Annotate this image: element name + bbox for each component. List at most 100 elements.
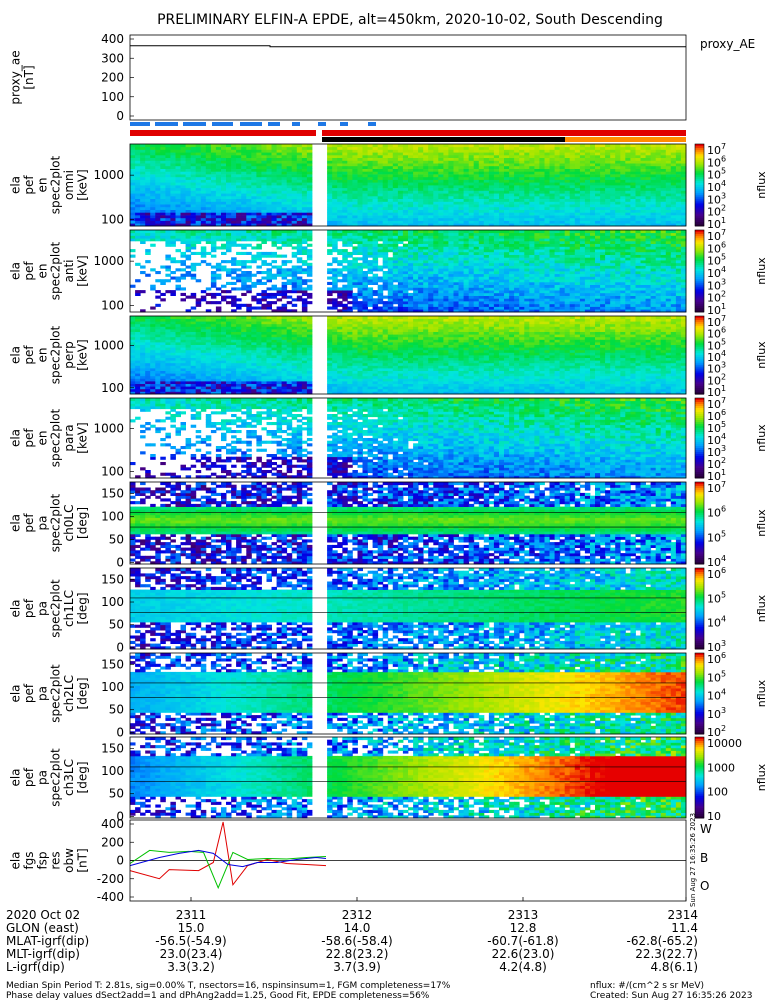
spectrogram-cell bbox=[186, 204, 192, 207]
spectrogram-cell bbox=[459, 249, 465, 252]
spectrogram-cell bbox=[570, 174, 576, 177]
spectrogram-cell bbox=[277, 150, 283, 153]
spectrogram-cell bbox=[388, 307, 394, 310]
spectrogram-cell bbox=[393, 238, 399, 241]
spectrogram-cell bbox=[474, 147, 480, 150]
spectrogram-cell bbox=[191, 163, 197, 166]
spectrogram-cell bbox=[140, 215, 146, 218]
spectrogram-cell bbox=[297, 191, 303, 194]
spectrogram-cell bbox=[368, 160, 374, 163]
spectrogram-cell bbox=[519, 180, 525, 183]
spectrogram-cell bbox=[620, 210, 626, 213]
spectrogram-cell bbox=[398, 257, 404, 260]
spectrogram-cell bbox=[287, 215, 293, 218]
spectrogram-cell bbox=[484, 260, 490, 263]
spectrogram-cell bbox=[545, 210, 551, 213]
spectrogram-cell bbox=[418, 246, 424, 249]
spectrogram-cell bbox=[681, 158, 687, 161]
spectrogram-cell bbox=[443, 252, 449, 255]
spectrogram-cell bbox=[140, 155, 146, 158]
spectrogram-cell bbox=[287, 212, 293, 215]
spectrogram-cell bbox=[378, 266, 384, 269]
spectrogram-cell bbox=[216, 246, 222, 249]
spectrogram-cell bbox=[383, 185, 389, 188]
spectrogram-cell bbox=[484, 199, 490, 202]
spectrogram-cell bbox=[489, 246, 495, 249]
spectrogram-cell bbox=[363, 221, 369, 224]
spectrogram-cell bbox=[529, 166, 535, 169]
spectrogram-cell bbox=[630, 210, 636, 213]
spectrogram-cell bbox=[464, 282, 470, 285]
spectrogram-cell bbox=[352, 201, 358, 204]
spectrogram-cell bbox=[408, 144, 414, 147]
spectrogram-cell bbox=[443, 266, 449, 269]
spectrogram-cell bbox=[494, 201, 500, 204]
spectrogram-cell bbox=[605, 193, 611, 196]
status-segment-red bbox=[130, 130, 316, 136]
spectrogram-cell bbox=[282, 155, 288, 158]
spectrogram-cell bbox=[302, 218, 308, 221]
spectrogram-cell bbox=[221, 174, 227, 177]
spectrogram-cell bbox=[514, 152, 520, 155]
spectrogram-cell bbox=[226, 207, 232, 210]
spectrogram-cell bbox=[676, 201, 682, 204]
spectrogram-cell bbox=[428, 277, 434, 280]
spectrogram-cell bbox=[464, 210, 470, 213]
spectrogram-cell bbox=[438, 255, 444, 258]
spectrogram-cell bbox=[459, 204, 465, 207]
spectrogram-cell bbox=[261, 210, 267, 213]
spectrogram-cell bbox=[590, 180, 596, 183]
spectrogram-cell bbox=[519, 298, 525, 301]
spectrogram-cell bbox=[191, 215, 197, 218]
spectrogram-cell bbox=[282, 171, 288, 174]
spectrogram-cell bbox=[494, 150, 500, 153]
spectrogram-cell bbox=[615, 150, 621, 153]
spectrogram-cell bbox=[145, 196, 151, 199]
spectrogram-cell bbox=[661, 193, 667, 196]
spectrogram-cell bbox=[261, 282, 267, 285]
spectrogram-cell bbox=[423, 241, 429, 244]
spectrogram-cell bbox=[231, 257, 237, 260]
spectrogram-cell bbox=[186, 230, 192, 233]
spectrogram-cell bbox=[272, 166, 278, 169]
spectrogram-cell bbox=[403, 271, 409, 274]
spectrogram-cell bbox=[413, 257, 419, 260]
spectrogram-cell bbox=[625, 166, 631, 169]
spectrogram-cell bbox=[448, 177, 454, 180]
spectrogram-cell bbox=[651, 207, 657, 210]
spectrogram-cell bbox=[292, 241, 298, 244]
spectrogram-cell bbox=[519, 246, 525, 249]
spectrogram-cell bbox=[160, 144, 166, 147]
spectrogram-cell bbox=[206, 233, 212, 236]
spectrogram-cell bbox=[443, 255, 449, 258]
spectrogram-cell bbox=[504, 241, 510, 244]
spectrogram-cell bbox=[474, 298, 480, 301]
spectrogram-cell bbox=[135, 207, 141, 210]
spectrogram-cell bbox=[388, 257, 394, 260]
spectrogram-cell bbox=[408, 266, 414, 269]
spectrogram-cell bbox=[433, 210, 439, 213]
spectrogram-cell bbox=[565, 218, 571, 221]
spectrogram-cell bbox=[423, 274, 429, 277]
spectrogram-cell bbox=[181, 238, 187, 241]
spectrogram-cell bbox=[641, 204, 647, 207]
spectrogram-cell bbox=[610, 171, 616, 174]
spectrogram-cell bbox=[368, 171, 374, 174]
spectrogram-cell bbox=[282, 207, 288, 210]
spectrogram-cell bbox=[383, 246, 389, 249]
spectrogram-cell bbox=[474, 177, 480, 180]
spectrogram-cell bbox=[443, 147, 449, 150]
spectrogram-cell bbox=[302, 166, 308, 169]
spectrogram-cell bbox=[302, 212, 308, 215]
spectrogram-cell bbox=[170, 230, 176, 233]
spectrogram-cell bbox=[327, 212, 333, 215]
spectrogram-cell bbox=[246, 147, 252, 150]
spectrogram-cell bbox=[140, 147, 146, 150]
spectrogram-cell bbox=[201, 160, 207, 163]
spectrogram-cell bbox=[363, 274, 369, 277]
spectrogram-cell bbox=[186, 196, 192, 199]
spectrogram-cell bbox=[150, 166, 156, 169]
spectrogram-cell bbox=[388, 279, 394, 282]
spectrogram-cell bbox=[236, 180, 242, 183]
spectrogram-cell bbox=[226, 238, 232, 241]
